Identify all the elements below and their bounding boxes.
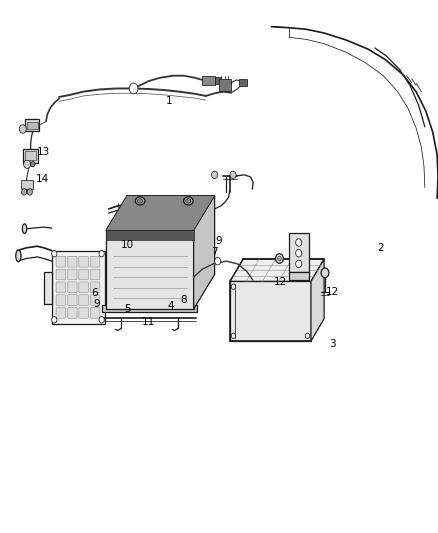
Ellipse shape (138, 199, 143, 203)
FancyBboxPatch shape (79, 308, 88, 318)
FancyBboxPatch shape (239, 79, 247, 86)
FancyBboxPatch shape (27, 122, 38, 129)
FancyBboxPatch shape (90, 269, 100, 280)
FancyBboxPatch shape (56, 308, 66, 318)
FancyBboxPatch shape (56, 256, 66, 267)
FancyBboxPatch shape (56, 282, 66, 293)
FancyBboxPatch shape (67, 295, 77, 305)
Circle shape (99, 251, 104, 257)
Text: 14: 14 (36, 174, 49, 183)
Circle shape (215, 257, 221, 265)
Polygon shape (102, 305, 197, 312)
FancyBboxPatch shape (90, 295, 100, 305)
Ellipse shape (22, 224, 27, 233)
Polygon shape (106, 230, 194, 240)
FancyBboxPatch shape (56, 269, 66, 280)
Circle shape (27, 189, 32, 195)
Circle shape (278, 256, 281, 261)
FancyBboxPatch shape (67, 282, 77, 293)
Circle shape (231, 284, 236, 289)
FancyBboxPatch shape (79, 269, 88, 280)
Circle shape (212, 171, 218, 179)
Text: 2: 2 (378, 243, 385, 253)
FancyBboxPatch shape (21, 180, 33, 189)
Circle shape (129, 83, 138, 94)
Text: 9: 9 (93, 299, 100, 309)
Text: 7: 7 (211, 247, 218, 256)
Text: 4: 4 (167, 302, 174, 311)
Polygon shape (194, 196, 215, 309)
Text: 12: 12 (326, 287, 339, 297)
Polygon shape (52, 251, 105, 324)
FancyBboxPatch shape (67, 308, 77, 318)
Ellipse shape (184, 197, 193, 205)
Circle shape (276, 254, 283, 263)
FancyBboxPatch shape (90, 256, 100, 267)
FancyBboxPatch shape (90, 282, 100, 293)
FancyBboxPatch shape (90, 308, 100, 318)
Text: 9: 9 (215, 236, 223, 246)
Text: 11: 11 (142, 318, 155, 327)
Circle shape (321, 268, 329, 278)
FancyBboxPatch shape (25, 119, 39, 131)
FancyBboxPatch shape (202, 76, 215, 85)
FancyBboxPatch shape (56, 295, 66, 305)
Circle shape (231, 333, 236, 338)
Polygon shape (106, 230, 194, 309)
Text: 6: 6 (91, 288, 98, 298)
Polygon shape (106, 196, 215, 230)
Circle shape (19, 125, 26, 133)
FancyBboxPatch shape (79, 282, 88, 293)
Polygon shape (230, 259, 324, 281)
Polygon shape (106, 196, 215, 230)
Circle shape (296, 249, 302, 257)
Text: 13: 13 (37, 147, 50, 157)
Ellipse shape (16, 250, 21, 262)
Ellipse shape (186, 199, 191, 203)
Circle shape (52, 317, 57, 323)
Ellipse shape (135, 197, 145, 205)
Polygon shape (289, 272, 309, 280)
Polygon shape (230, 281, 311, 341)
Circle shape (31, 161, 35, 167)
FancyBboxPatch shape (25, 151, 36, 160)
FancyBboxPatch shape (23, 149, 38, 163)
Text: 3: 3 (329, 339, 336, 349)
Circle shape (21, 189, 27, 195)
FancyBboxPatch shape (67, 269, 77, 280)
Circle shape (99, 317, 104, 323)
FancyBboxPatch shape (79, 256, 88, 267)
Circle shape (24, 160, 31, 168)
FancyBboxPatch shape (79, 295, 88, 305)
Circle shape (230, 171, 236, 179)
FancyBboxPatch shape (219, 79, 231, 91)
Polygon shape (311, 259, 324, 341)
Text: 8: 8 (180, 295, 187, 304)
Circle shape (296, 260, 302, 268)
Polygon shape (289, 233, 309, 272)
Circle shape (305, 333, 310, 338)
Circle shape (296, 239, 302, 246)
Text: 1: 1 (165, 96, 172, 106)
Text: 12: 12 (274, 278, 287, 287)
Text: 5: 5 (124, 304, 131, 314)
FancyBboxPatch shape (215, 77, 221, 84)
Polygon shape (44, 272, 52, 304)
Text: 10: 10 (120, 240, 134, 250)
Circle shape (52, 251, 57, 257)
FancyBboxPatch shape (67, 256, 77, 267)
